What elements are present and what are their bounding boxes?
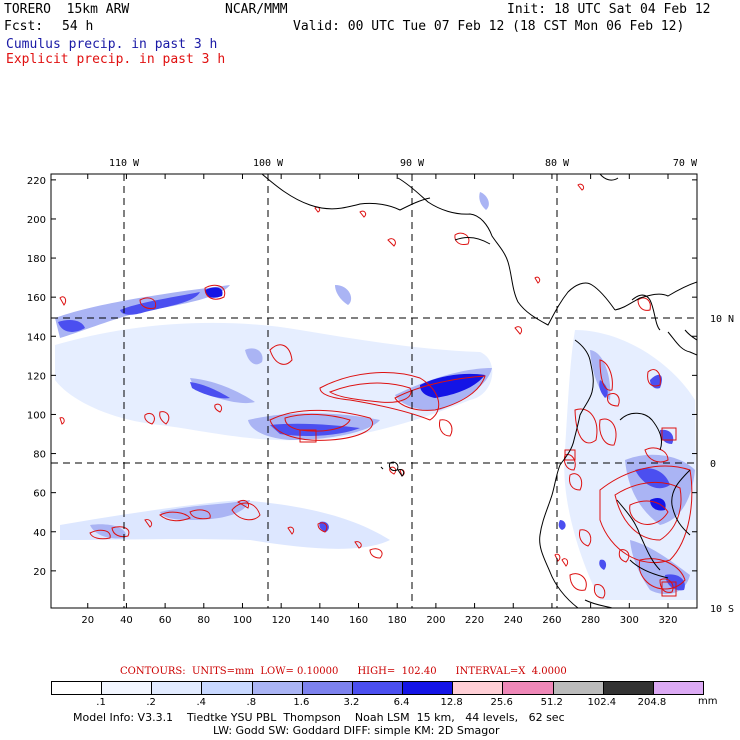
- latitude-label: 10 S: [710, 604, 734, 615]
- model-info-line1: Model Info: V3.3.1 Tiedtke YSU PBL Thomp…: [73, 711, 565, 724]
- forecast-hours: 54 h: [62, 19, 94, 34]
- longitude-labels: 110 W 100 W 90 W 80 W 70 W: [109, 158, 698, 169]
- y-tick-label: 220: [27, 176, 46, 187]
- longitude-label: 80 W: [545, 158, 570, 169]
- colorbar-swatch: [252, 682, 303, 694]
- colorbar-swatch: [403, 682, 454, 694]
- x-tick-label: 80: [197, 615, 210, 626]
- y-axis-ticks: 20 40 60 80 100 120 140 160 180 200 220: [27, 176, 697, 578]
- colorbar-label: .1: [96, 697, 106, 708]
- x-tick-label: 140: [310, 615, 329, 626]
- colorbar-swatch: [52, 682, 103, 694]
- valid-time: Valid: 00 UTC Tue 07 Feb 12 (18 CST Mon …: [293, 19, 685, 34]
- cumulus-precip-shading: [55, 192, 697, 600]
- colorbar-swatch: [302, 682, 353, 694]
- colorbar-swatch: [503, 682, 554, 694]
- colorbar-label: 6.4: [393, 697, 410, 708]
- longitude-label: 110 W: [109, 158, 140, 169]
- longitude-label: 90 W: [400, 158, 425, 169]
- longitude-label: 100 W: [253, 158, 284, 169]
- y-tick-label: 160: [27, 293, 46, 304]
- colorbar-label: 1.6: [293, 697, 310, 708]
- colorbar-label: 102.4: [587, 697, 617, 708]
- colorbar-swatch: [653, 682, 704, 694]
- colorbar-label: 12.8: [440, 697, 463, 708]
- contour-info: CONTOURS: UNITS=mm LOW= 0.10000 HIGH= 10…: [120, 666, 567, 677]
- colorbar-swatch: [553, 682, 604, 694]
- x-tick-label: 200: [426, 615, 445, 626]
- x-tick-label: 20: [81, 615, 94, 626]
- x-tick-label: 40: [120, 615, 133, 626]
- y-tick-label: 40: [33, 528, 46, 539]
- precip-map: 20 40 60 80 100 120 140 160 180 200 220 240 260 280 30…: [27, 158, 734, 626]
- x-tick-label: 100: [233, 615, 252, 626]
- colorbar-swatch: [102, 682, 153, 694]
- coastline: [261, 174, 697, 608]
- y-tick-label: 140: [27, 332, 46, 343]
- x-tick-label: 300: [620, 615, 639, 626]
- explicit-precip-label: Explicit precip. in past 3 h: [6, 52, 226, 67]
- model-info-line2: LW: Godd SW: Goddard DIFF: simple KM: 2D…: [213, 724, 500, 737]
- x-tick-label: 280: [581, 615, 600, 626]
- forecast-label: Fcst:: [4, 19, 44, 34]
- colorbar-swatch: [152, 682, 203, 694]
- x-tick-label: 160: [349, 615, 368, 626]
- colorbar-label: 51.2: [540, 697, 563, 708]
- colorbar: [51, 681, 704, 695]
- y-tick-label: 80: [33, 450, 46, 461]
- explicit-precip-contours: [59, 183, 693, 599]
- longitude-label: 70 W: [673, 158, 698, 169]
- y-tick-label: 100: [27, 410, 46, 421]
- map-frame: [50, 173, 698, 609]
- y-tick-label: 120: [27, 371, 46, 382]
- colorbar-label: 3.2: [343, 697, 360, 708]
- x-tick-label: 240: [504, 615, 523, 626]
- x-tick-label: 180: [388, 615, 407, 626]
- contour-boxes: [299, 427, 677, 597]
- x-tick-label: 60: [159, 615, 172, 626]
- colorbar-swatch: [202, 682, 253, 694]
- colorbar-swatch: [352, 682, 404, 694]
- y-tick-label: 180: [27, 254, 46, 265]
- init-time: Init: 18 UTC Sat 04 Feb 12: [507, 2, 711, 17]
- colorbar-label: 204.8: [637, 697, 667, 708]
- x-axis-ticks: 20 40 60 80 100 120 140 160 180 200 220 240 260 280 30…: [81, 174, 678, 626]
- colorbar-label: .8: [246, 697, 257, 708]
- colorbar-label: .4: [196, 697, 206, 708]
- x-tick-label: 120: [272, 615, 291, 626]
- latitude-label: 10 N: [710, 314, 734, 325]
- latitude-label: 0: [710, 459, 716, 470]
- graticule: [51, 174, 697, 608]
- x-tick-label: 320: [658, 615, 677, 626]
- colorbar-label: 25.6: [490, 697, 513, 708]
- x-tick-label: 260: [542, 615, 561, 626]
- x-tick-label: 220: [465, 615, 484, 626]
- y-tick-label: 20: [33, 567, 46, 578]
- latitude-labels: 10 N 0 10 S: [710, 314, 734, 615]
- colorbar-swatch: [453, 682, 504, 694]
- y-tick-label: 60: [33, 489, 46, 500]
- cumulus-precip-label: Cumulus precip. in past 3 h: [6, 37, 218, 52]
- model-title: TORERO 15km ARW: [4, 2, 130, 17]
- colorbar-unit: mm: [698, 696, 718, 707]
- colorbar-swatch: [603, 682, 654, 694]
- y-tick-label: 200: [27, 215, 46, 226]
- colorbar-label: .2: [146, 697, 156, 708]
- org-label: NCAR/MMM: [225, 2, 288, 17]
